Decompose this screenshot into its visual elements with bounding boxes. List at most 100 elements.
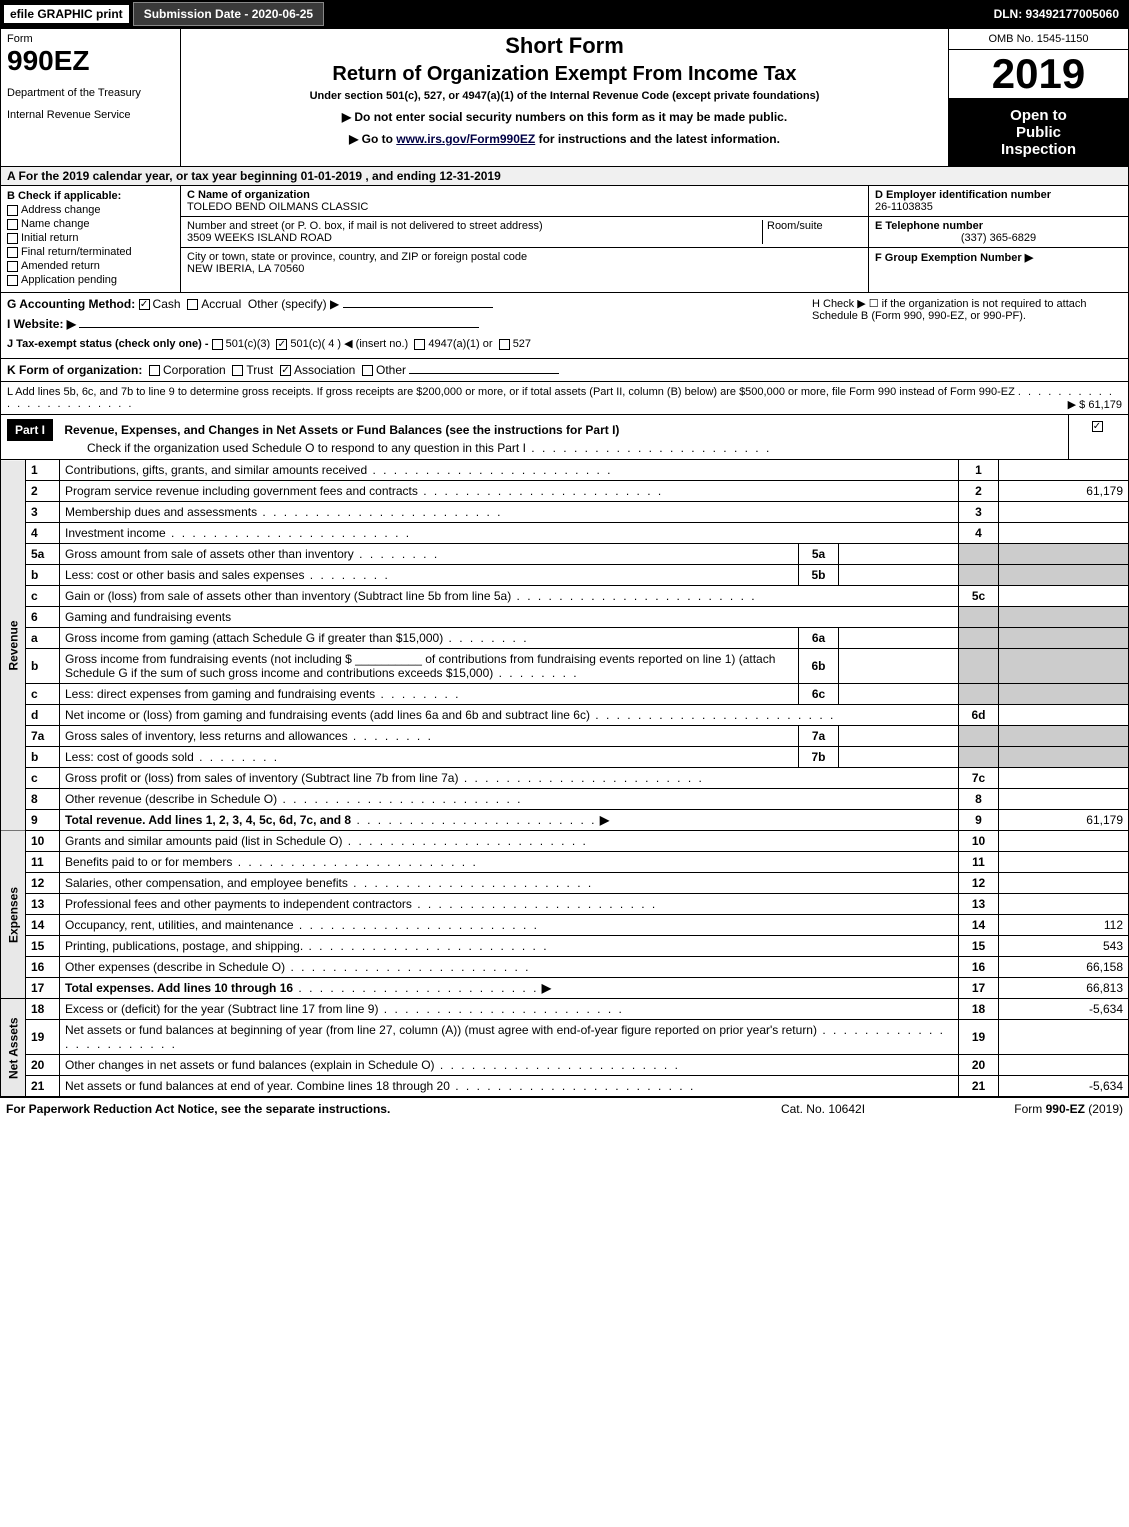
return-title: Return of Organization Exempt From Incom…: [189, 63, 940, 86]
part1-checkbox[interactable]: [1068, 415, 1128, 459]
shaded-cell: [959, 684, 999, 705]
line-g: G Accounting Method: Cash Accrual Other …: [7, 297, 802, 311]
other-specify: Other (specify) ▶: [248, 297, 339, 311]
line-desc: Grants and similar amounts paid (list in…: [60, 831, 959, 852]
chk-address[interactable]: Address change: [7, 204, 174, 216]
efile-label[interactable]: efile GRAPHIC print: [4, 5, 129, 23]
form-header: Form 990EZ Department of the Treasury In…: [0, 28, 1129, 167]
chk-pending[interactable]: Application pending: [7, 274, 174, 286]
inner-value: [839, 628, 959, 649]
line-number: 14: [26, 915, 60, 936]
table-row: 2Program service revenue including gover…: [1, 481, 1129, 502]
table-row: bGross income from fundraising events (n…: [1, 649, 1129, 684]
part1-header: Part I: [7, 419, 53, 441]
line-k-label: K Form of organization:: [7, 363, 142, 377]
org-name-row: C Name of organization TOLEDO BEND OILMA…: [181, 186, 868, 217]
inner-value: [839, 747, 959, 768]
amount: -5,634: [999, 999, 1129, 1020]
col-d: D Employer identification number 26-1103…: [868, 186, 1128, 292]
right-line-num: 9: [959, 810, 999, 831]
chk-initial[interactable]: Initial return: [7, 232, 174, 244]
room-label: Room/suite: [762, 220, 862, 244]
line-j: J Tax-exempt status (check only one) - 5…: [7, 337, 802, 350]
table-row: Revenue1Contributions, gifts, grants, an…: [1, 460, 1129, 481]
table-row: 14Occupancy, rent, utilities, and mainte…: [1, 915, 1129, 936]
chk-corp[interactable]: [149, 365, 160, 376]
line-l-text: L Add lines 5b, 6c, and 7b to line 9 to …: [7, 386, 1015, 398]
shaded-cell: [999, 628, 1129, 649]
top-bar: efile GRAPHIC print Submission Date - 20…: [0, 0, 1129, 28]
phone: (337) 365-6829: [875, 232, 1122, 244]
inner-line-num: 6b: [799, 649, 839, 684]
right-line-num: 6d: [959, 705, 999, 726]
amount: [999, 852, 1129, 873]
line-number: 1: [26, 460, 60, 481]
amount: [999, 789, 1129, 810]
line-desc: Total expenses. Add lines 10 through 16 …: [60, 978, 959, 999]
line-l: L Add lines 5b, 6c, and 7b to line 9 to …: [0, 382, 1129, 415]
amount: 112: [999, 915, 1129, 936]
inner-value: [839, 544, 959, 565]
table-row: bLess: cost or other basis and sales exp…: [1, 565, 1129, 586]
chk-4947[interactable]: [414, 339, 425, 350]
table-row: 4Investment income4: [1, 523, 1129, 544]
line-number: 4: [26, 523, 60, 544]
right-line-num: 3: [959, 502, 999, 523]
right-line-num: 8: [959, 789, 999, 810]
line-number: 9: [26, 810, 60, 831]
chk-501c3[interactable]: [212, 339, 223, 350]
right-line-num: 19: [959, 1020, 999, 1055]
table-row: 21Net assets or fund balances at end of …: [1, 1076, 1129, 1097]
chk-final[interactable]: Final return/terminated: [7, 246, 174, 258]
open-public: Open to Public Inspection: [949, 99, 1128, 166]
open-line2: Public: [1016, 124, 1061, 141]
footer-right: Form 990-EZ (2019): [923, 1102, 1123, 1116]
line-number: 12: [26, 873, 60, 894]
dept-irs: Internal Revenue Service: [7, 109, 174, 121]
shaded-cell: [999, 649, 1129, 684]
line-desc: Less: cost or other basis and sales expe…: [60, 565, 799, 586]
under-section: Under section 501(c), 527, or 4947(a)(1)…: [189, 90, 940, 102]
shaded-cell: [959, 649, 999, 684]
chk-other[interactable]: [362, 365, 373, 376]
chk-527[interactable]: [499, 339, 510, 350]
table-row: 7aGross sales of inventory, less returns…: [1, 726, 1129, 747]
chk-accrual[interactable]: [187, 299, 198, 310]
amount: [999, 523, 1129, 544]
amount: [999, 502, 1129, 523]
street: 3509 WEEKS ISLAND ROAD: [187, 232, 762, 244]
side-label: Revenue: [1, 460, 26, 831]
line-desc: Salaries, other compensation, and employ…: [60, 873, 959, 894]
table-row: Net Assets18Excess or (deficit) for the …: [1, 999, 1129, 1020]
line-number: b: [26, 649, 60, 684]
table-row: Expenses10Grants and similar amounts pai…: [1, 831, 1129, 852]
chk-assoc[interactable]: [280, 365, 291, 376]
line-desc: Other expenses (describe in Schedule O): [60, 957, 959, 978]
chk-cash[interactable]: [139, 299, 150, 310]
right-line-num: 7c: [959, 768, 999, 789]
line-desc: Total revenue. Add lines 1, 2, 3, 4, 5c,…: [60, 810, 959, 831]
line-number: 15: [26, 936, 60, 957]
amount: [999, 894, 1129, 915]
right-line-num: 14: [959, 915, 999, 936]
line-desc: Investment income: [60, 523, 959, 544]
line-desc: Net income or (loss) from gaming and fun…: [60, 705, 959, 726]
table-row: dNet income or (loss) from gaming and fu…: [1, 705, 1129, 726]
amount: 61,179: [999, 481, 1129, 502]
line-desc: Less: direct expenses from gaming and fu…: [60, 684, 799, 705]
part1-title: Revenue, Expenses, and Changes in Net As…: [64, 423, 619, 437]
street-label: Number and street (or P. O. box, if mail…: [187, 220, 762, 232]
line-number: 3: [26, 502, 60, 523]
chk-amended[interactable]: Amended return: [7, 260, 174, 272]
irs-link[interactable]: www.irs.gov/Form990EZ: [396, 132, 535, 146]
note-website: ▶ Go to www.irs.gov/Form990EZ for instru…: [189, 132, 940, 146]
line-desc: Gross sales of inventory, less returns a…: [60, 726, 799, 747]
chk-501c[interactable]: [276, 339, 287, 350]
chk-name[interactable]: Name change: [7, 218, 174, 230]
amount: 66,158: [999, 957, 1129, 978]
table-row: 16Other expenses (describe in Schedule O…: [1, 957, 1129, 978]
line-number: 11: [26, 852, 60, 873]
table-row: cGross profit or (loss) from sales of in…: [1, 768, 1129, 789]
line-desc: Excess or (deficit) for the year (Subtra…: [60, 999, 959, 1020]
chk-trust[interactable]: [232, 365, 243, 376]
